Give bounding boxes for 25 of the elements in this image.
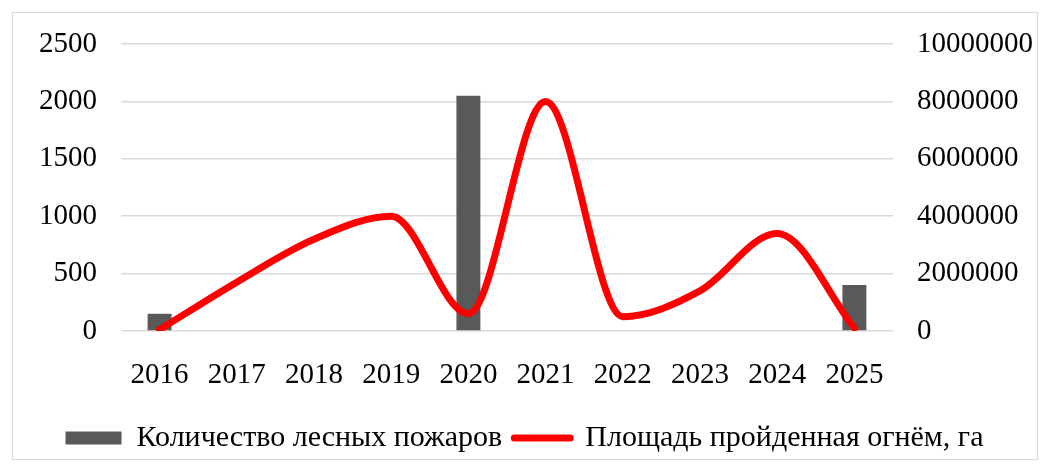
y2-tick-label: 2000000: [917, 255, 1019, 288]
x-tick-label: 2018: [285, 357, 343, 390]
x-tick-label: 2022: [593, 357, 652, 390]
y2-tick-label: 10000000: [917, 25, 1033, 58]
y2-tick-label: 0: [917, 312, 932, 345]
x-tick-label: 2025: [825, 357, 884, 390]
y-tick-label: 500: [53, 255, 97, 288]
y-tick-label: 2500: [39, 25, 97, 58]
y-tick-label: 0: [82, 312, 97, 345]
y-tick-label: 1500: [39, 140, 97, 173]
y2-tick-label: 4000000: [917, 197, 1019, 230]
x-tick-label: 2021: [516, 357, 575, 390]
legend-label: Площадь пройденная огнём, га: [585, 418, 984, 452]
x-tick-label: 2020: [439, 357, 498, 390]
x-tick-label: 2023: [671, 357, 729, 390]
y-tick-label: 2000: [39, 83, 97, 116]
bar: [456, 95, 481, 331]
x-tick-label: 2016: [130, 357, 189, 390]
y2-tick-label: 6000000: [917, 140, 1019, 173]
x-tick-label: 2024: [748, 357, 807, 390]
y2-tick-label: 8000000: [917, 83, 1019, 116]
y-tick-label: 1000: [39, 197, 97, 230]
x-tick-label: 2017: [207, 357, 266, 390]
legend-label: Количество лесных пожаров: [136, 418, 503, 452]
x-tick-label: 2019: [362, 357, 421, 390]
